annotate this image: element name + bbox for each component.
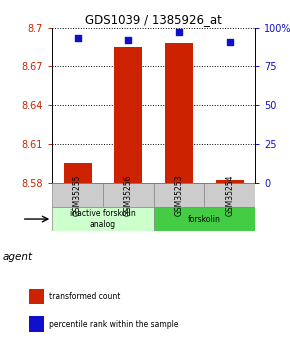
Point <box>227 39 232 44</box>
Point <box>177 29 182 35</box>
Text: GSM35254: GSM35254 <box>225 174 234 216</box>
Text: GSM35253: GSM35253 <box>175 174 184 216</box>
Point <box>75 36 80 41</box>
Bar <box>64 163 92 183</box>
Text: percentile rank within the sample: percentile rank within the sample <box>49 320 179 329</box>
Bar <box>154 207 255 231</box>
Bar <box>52 207 154 231</box>
Title: GDS1039 / 1385926_at: GDS1039 / 1385926_at <box>85 13 222 27</box>
Bar <box>165 43 193 183</box>
Text: transformed count: transformed count <box>49 292 121 301</box>
Bar <box>204 183 255 207</box>
Bar <box>114 47 142 183</box>
Text: GSM35256: GSM35256 <box>124 174 133 216</box>
Bar <box>216 180 244 183</box>
Text: forskolin: forskolin <box>188 215 221 224</box>
Text: agent: agent <box>3 252 33 262</box>
Point <box>126 37 130 43</box>
Bar <box>52 183 103 207</box>
Bar <box>103 183 154 207</box>
Bar <box>154 183 204 207</box>
Text: GSM35255: GSM35255 <box>73 174 82 216</box>
Text: inactive forskolin
analog: inactive forskolin analog <box>70 209 136 229</box>
